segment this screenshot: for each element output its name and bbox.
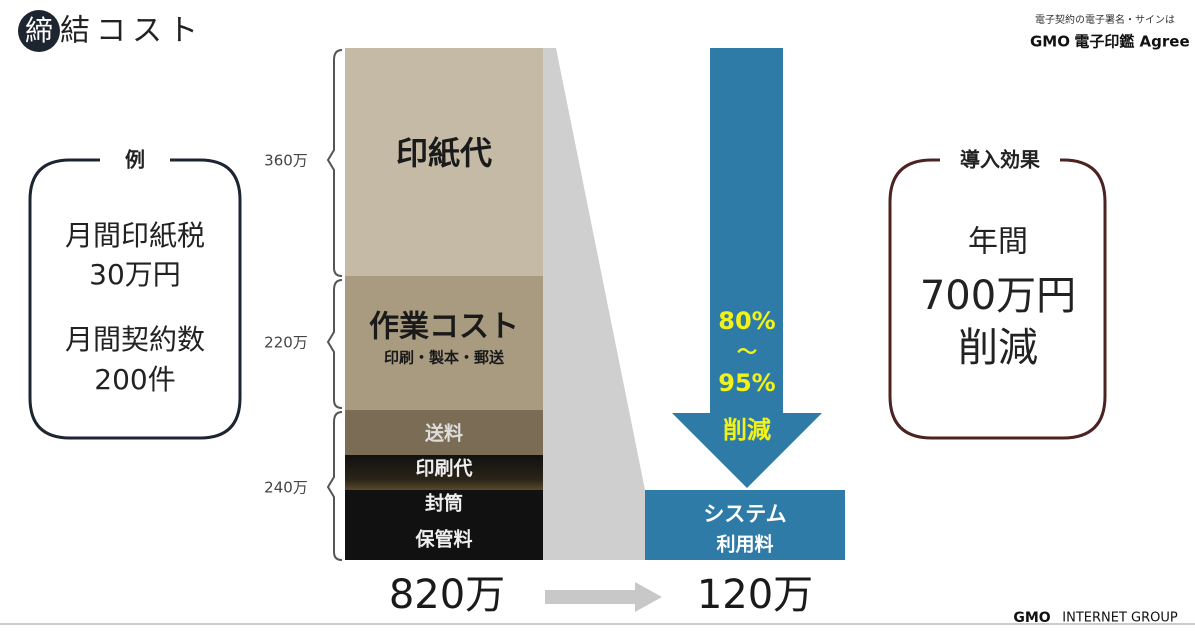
stack-sublabel: 印刷・製本・郵送 [384,349,505,367]
system-text: システム [703,502,786,526]
example-line: 30万円 [89,258,181,291]
total-before: 820万 [389,572,505,618]
stack-segment [345,276,543,410]
title-badge: 締 [25,14,53,47]
reduction-text: 〜 [737,340,757,364]
reduction-text: 80% [718,307,775,335]
system-text: 利用料 [716,533,773,556]
example-line: 月間契約数 [65,323,205,356]
logo-tagline: 電子契約の電子署名・サインは [1035,13,1175,26]
reduction-shade [543,48,645,560]
logo-product: 電子印鑑 Agree [1074,33,1189,51]
title: 結コスト [60,14,204,49]
bracket-label: 220万 [264,334,308,352]
reduction-arrow [672,48,822,488]
example-box [28,158,242,440]
stack-label: 印紙代 [396,134,492,172]
example-label: 例 [125,148,145,172]
footer-group: INTERNET GROUP [1062,611,1178,626]
stack-segment [345,48,543,276]
example-line: 月間印紙税 [65,219,205,252]
effect-label: 導入効果 [960,148,1040,172]
title-badge-circle [18,10,60,52]
stack-segment [345,455,543,490]
stack-label: 保管料 [414,528,472,551]
stack-segment [345,490,543,560]
effect-box [888,158,1107,440]
reduction-text: 削減 [723,416,771,444]
stack-label: 送料 [425,422,463,445]
brackets [326,49,343,561]
example-line: 200件 [94,363,175,396]
system-box [645,490,845,560]
stack-label: 印刷代 [415,458,472,480]
logo-brand: GMO [1030,33,1070,51]
stack-label: 封筒 [425,492,463,515]
footer-brand: GMO [1013,610,1050,626]
effect-line: 年間 [968,225,1028,260]
total-arrow [545,582,662,612]
stack-label: 作業コスト [369,310,519,345]
reduction-text: 95% [718,369,775,397]
bracket-label: 240万 [264,479,308,497]
effect-line: 700万円 [920,273,1076,319]
effect-line: 削減 [958,325,1038,371]
bracket-label: 360万 [264,152,308,170]
stack-segment [345,410,543,455]
total-after: 120万 [697,572,813,618]
